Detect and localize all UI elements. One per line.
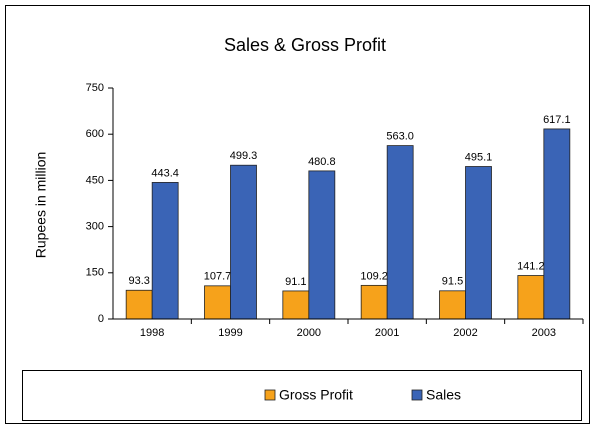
x-tick-label: 2001: [375, 327, 399, 339]
y-tick-label: 600: [86, 128, 104, 140]
data-label: 141.2: [517, 260, 545, 272]
x-tick-label: 1999: [218, 327, 242, 339]
data-label: 495.1: [465, 151, 493, 163]
legend-label: Sales: [426, 387, 461, 403]
bar: [386, 145, 414, 320]
bar: [204, 285, 231, 320]
legend-box: [22, 370, 582, 421]
data-label: 499.3: [230, 150, 258, 162]
data-label: 443.4: [151, 167, 179, 179]
y-tick-label: 150: [86, 267, 104, 279]
data-label: 480.8: [308, 156, 336, 168]
bar: [308, 170, 336, 320]
bar: [543, 128, 571, 320]
data-label: 93.3: [128, 275, 149, 287]
x-tick-label: 2002: [453, 327, 477, 339]
y-tick-label: 300: [86, 221, 104, 233]
y-axis-label: Rupees in million: [33, 152, 49, 259]
data-label: 617.1: [543, 114, 571, 126]
bar: [360, 284, 388, 320]
data-label: 563.0: [386, 131, 414, 143]
x-tick-label: 2000: [297, 327, 321, 339]
bar: [282, 290, 310, 320]
data-label: 107.7: [204, 271, 232, 283]
y-tick-label: 750: [86, 82, 104, 94]
bar: [125, 289, 153, 320]
data-label: 91.1: [285, 276, 306, 288]
bar: [465, 166, 492, 320]
bar: [151, 182, 179, 320]
y-tick-label: 450: [86, 174, 104, 186]
legend-swatch: [264, 389, 276, 401]
bar: [517, 275, 545, 320]
chart-border: [5, 5, 590, 424]
bar: [439, 290, 466, 320]
chart-title: Sales & Gross Profit: [224, 35, 386, 55]
legend-swatch: [411, 389, 423, 401]
x-tick-label: 2003: [532, 327, 556, 339]
legend-label: Gross Profit: [279, 387, 353, 403]
data-label: 91.5: [442, 276, 463, 288]
data-label: 109.2: [360, 270, 388, 282]
bar: [230, 164, 257, 320]
y-tick-label: 0: [98, 313, 104, 325]
x-tick-label: 1998: [140, 327, 164, 339]
